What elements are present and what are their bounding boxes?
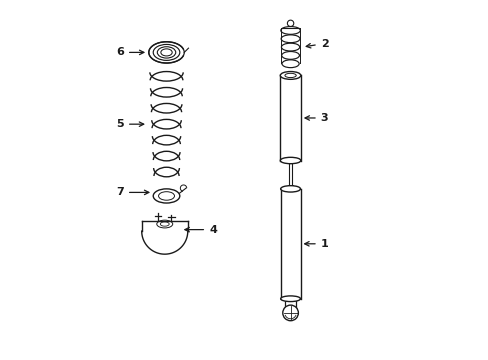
Text: 5: 5 — [116, 119, 143, 129]
Ellipse shape — [280, 186, 300, 192]
Text: 4: 4 — [184, 225, 217, 235]
Ellipse shape — [280, 296, 300, 302]
Text: 1: 1 — [304, 239, 328, 249]
Text: 3: 3 — [305, 113, 327, 123]
Text: 6: 6 — [116, 48, 143, 57]
Ellipse shape — [280, 72, 300, 79]
Text: 2: 2 — [305, 39, 328, 49]
Text: 7: 7 — [116, 188, 148, 197]
Circle shape — [282, 305, 298, 321]
Ellipse shape — [280, 157, 300, 164]
